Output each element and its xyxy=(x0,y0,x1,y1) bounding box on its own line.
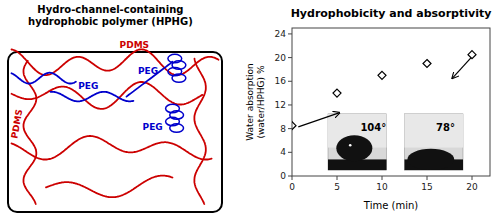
inset-background xyxy=(405,114,464,148)
y-tick xyxy=(288,57,292,58)
schematic-label: PDMS xyxy=(120,40,150,50)
y-tick-label: 8 xyxy=(280,124,286,134)
schematic-label: PEG xyxy=(78,81,98,91)
scatter-point xyxy=(468,51,476,59)
x-axis-label: Time (min) xyxy=(363,200,418,211)
x-tick xyxy=(472,176,473,180)
x-tick xyxy=(427,176,428,180)
y-tick xyxy=(288,33,292,34)
inset-droplet xyxy=(336,135,372,161)
pdms-chain xyxy=(194,59,205,204)
y-tick xyxy=(288,128,292,129)
inset-droplet xyxy=(407,149,454,170)
peg-coil xyxy=(172,74,186,82)
arrow xyxy=(298,113,339,127)
peg-coil xyxy=(170,124,184,132)
scatter-points xyxy=(292,51,476,130)
schematic-title: Hydro-channel-containinghydrophobic poly… xyxy=(28,4,193,27)
schematic-label: PEG xyxy=(143,122,163,132)
x-tick xyxy=(337,176,338,180)
figure: Hydro-channel-containinghydrophobic poly… xyxy=(0,0,500,217)
x-tick-label: 15 xyxy=(421,182,432,192)
pdms-chain xyxy=(12,136,212,160)
y-tick-label: 16 xyxy=(275,76,287,86)
x-tick-label: 10 xyxy=(376,182,388,192)
peg-chain xyxy=(51,92,134,102)
chart-title: Hydrophobicity and absorptivity xyxy=(291,7,492,20)
scatter-point xyxy=(378,71,386,79)
plot-frame xyxy=(292,28,490,176)
inset-reflection xyxy=(349,144,352,147)
y-tick xyxy=(288,176,292,177)
peg-chain xyxy=(12,73,76,84)
inset-label: 78° xyxy=(436,122,455,133)
y-tick-label: 24 xyxy=(275,29,287,39)
inset-background xyxy=(405,114,464,170)
scatter-point xyxy=(333,89,341,97)
inset-background xyxy=(328,114,387,170)
peg-chain xyxy=(127,62,173,97)
y-tick xyxy=(288,104,292,105)
x-tick xyxy=(292,176,293,180)
y-axis-label: Water absorption(water/HPHG) % xyxy=(245,63,266,141)
y-tick-label: 12 xyxy=(275,100,286,110)
pdms-chain xyxy=(46,176,173,198)
arrow xyxy=(452,58,471,79)
scatter-point xyxy=(292,122,296,130)
schematic-box xyxy=(8,52,222,212)
y-tick-label: 0 xyxy=(280,171,286,181)
y-tick xyxy=(288,152,292,153)
pdms-chain xyxy=(12,49,219,75)
x-tick-label: 20 xyxy=(466,182,478,192)
scatter-point xyxy=(423,60,431,68)
x-tick-label: 5 xyxy=(334,182,340,192)
schematic-label: PDMS xyxy=(9,108,24,139)
y-tick-label: 4 xyxy=(280,147,286,157)
contact-angle-images xyxy=(328,114,463,170)
schematic-panel: Hydro-channel-containinghydrophobic poly… xyxy=(8,4,222,212)
x-tick xyxy=(382,176,383,180)
y-tick-label: 20 xyxy=(275,53,287,63)
x-tick-label: 0 xyxy=(289,182,295,192)
inset-label: 104° xyxy=(360,122,386,133)
y-tick xyxy=(288,81,292,82)
schematic-label: PEG xyxy=(138,66,158,76)
chart-panel: Hydrophobicity and absorptivity 104° 78° 0 5… xyxy=(245,7,491,211)
